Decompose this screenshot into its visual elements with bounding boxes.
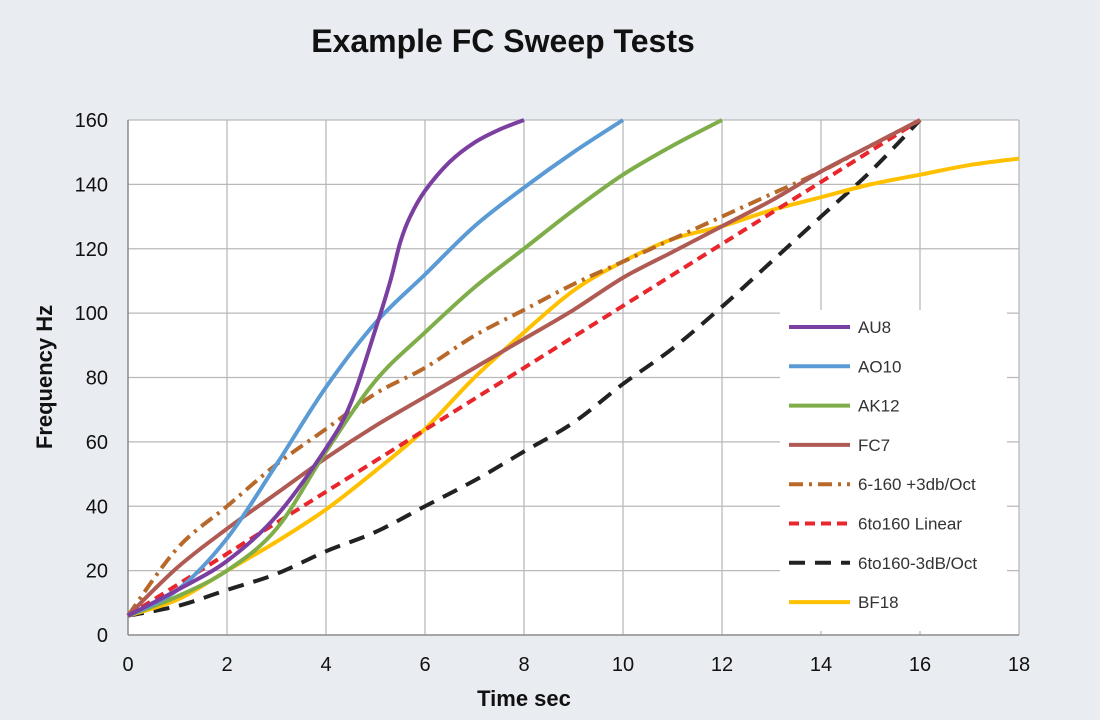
- legend-box: [780, 310, 1007, 631]
- x-tick-label: 0: [122, 654, 133, 676]
- legend-label: FC7: [858, 436, 890, 455]
- x-tick-label: 14: [810, 654, 832, 676]
- x-tick-label: 6: [419, 654, 430, 676]
- y-tick-label: 40: [86, 496, 108, 518]
- x-tick-label: 10: [612, 654, 634, 676]
- x-tick-label: 2: [221, 654, 232, 676]
- axes: 0 2 4 6 8 10 12 14 16 18 0 20 40 60 80 100 120 140 160: [75, 110, 1031, 676]
- legend-label: BF18: [858, 593, 899, 612]
- x-tick-label: 16: [909, 654, 931, 676]
- y-tick-label: 80: [86, 368, 108, 390]
- series-line-au8: [127, 118, 525, 618]
- series-lines: [126, 118, 1020, 618]
- legend-label: 6to160 Linear: [858, 515, 962, 534]
- series-line-ao10: [127, 118, 625, 618]
- legend-label: AU8: [858, 318, 891, 337]
- legend: AU8 AO10 AK12 FC7 6-160 +3db/Oct 6to160 Linea…: [780, 310, 1007, 631]
- x-tick-label: 12: [711, 654, 733, 676]
- series-line-6to160-linear: [126, 118, 922, 618]
- x-tick-label: 8: [518, 654, 529, 676]
- y-tick-label: 120: [75, 239, 108, 261]
- y-tick-label: 60: [86, 432, 108, 454]
- y-tick-label: 20: [86, 561, 108, 583]
- y-tick-label: 140: [75, 174, 108, 196]
- series-line-bf18: [127, 156, 1020, 618]
- legend-label: AO10: [858, 357, 901, 376]
- y-axis-title: Frequency Hz: [32, 305, 57, 449]
- series-line-ak12: [127, 118, 723, 618]
- x-tick-label: 4: [320, 654, 331, 676]
- legend-label: 6to160-3dB/Oct: [858, 554, 977, 573]
- series-line-fc7: [126, 118, 921, 618]
- x-axis-title: Time sec: [477, 686, 571, 711]
- y-tick-label: 0: [97, 625, 108, 647]
- legend-label: 6-160 +3db/Oct: [858, 475, 976, 494]
- y-tick-label: 100: [75, 303, 108, 325]
- series-line-6to160-3db-oct: [127, 118, 922, 618]
- y-tick-label: 160: [75, 110, 108, 132]
- chart-title: Example FC Sweep Tests: [311, 23, 695, 59]
- legend-label: AK12: [858, 397, 900, 416]
- x-tick-label: 18: [1008, 654, 1030, 676]
- series-line-6-160-3db-oct: [126, 118, 921, 617]
